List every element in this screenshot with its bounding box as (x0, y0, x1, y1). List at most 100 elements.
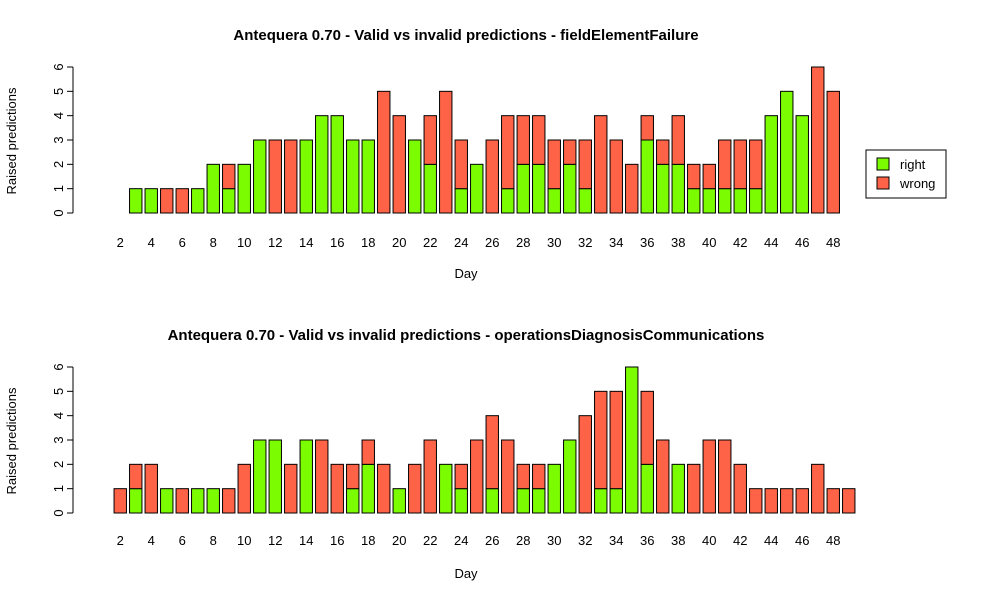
chart-title: Antequera 0.70 - Valid vs invalid predic… (168, 327, 765, 344)
bar-wrong-day-47 (811, 463, 825, 514)
bar-wrong-day-48 (826, 488, 840, 514)
x-tick-label: 42 (733, 235, 747, 250)
bar-wrong-day-24 (454, 139, 468, 190)
x-tick-label: 14 (299, 235, 313, 250)
bar-wrong-day-38 (671, 115, 685, 165)
bar-right-day-15 (315, 115, 329, 214)
bar-right-day-18 (361, 463, 375, 514)
x-axis: 2 4 6 8 10 12 14 16 18 20 22 24 26 28 30 32 34 36 38 40 42 44… (117, 533, 841, 548)
bar-right-day-32 (578, 188, 592, 214)
x-tick-label: 8 (210, 235, 217, 250)
y-axis-label: Raised predictions (4, 387, 19, 494)
x-tick-label: 8 (210, 533, 217, 548)
x-tick-label: 24 (454, 533, 468, 548)
bar-right-day-28 (516, 163, 530, 214)
bar-right-day-31 (563, 163, 577, 214)
bar-wrong-day-41 (718, 139, 732, 190)
bar-right-day-29 (532, 163, 546, 214)
bar-right-day-17 (346, 139, 360, 214)
bar-right-day-44 (764, 115, 778, 214)
x-tick-label: 26 (485, 533, 499, 548)
x-tick-label: 48 (826, 235, 840, 250)
bar-wrong-day-16 (330, 463, 344, 514)
bar-right-day-28 (516, 488, 530, 514)
bar-wrong-day-24 (454, 463, 468, 490)
bar-right-day-16 (330, 115, 344, 214)
x-tick-label: 38 (671, 533, 685, 548)
bar-wrong-day-13 (284, 139, 298, 214)
bar-right-day-31 (563, 439, 577, 514)
bar-right-day-3 (129, 488, 143, 514)
chart-title: Antequera 0.70 - Valid vs invalid predic… (233, 27, 698, 44)
x-tick-label: 38 (671, 235, 685, 250)
bar-wrong-day-4 (144, 463, 158, 514)
y-tick-label: 2 (51, 161, 66, 168)
x-tick-label: 14 (299, 533, 313, 548)
bar-wrong-day-29 (532, 115, 546, 165)
legend-label-wrong: wrong (899, 176, 935, 191)
y-tick-label: 2 (51, 461, 66, 468)
bar-right-day-40 (702, 188, 716, 214)
bar-right-day-9 (222, 188, 236, 214)
x-tick-label: 20 (392, 533, 406, 548)
chart-panel-operations-diagnosis-communications: Antequera 0.70 - Valid vs invalid predic… (4, 327, 856, 581)
bar-right-day-33 (594, 488, 608, 514)
bar-right-day-23 (439, 463, 453, 514)
bar-wrong-day-39 (687, 163, 701, 190)
bar-wrong-day-23 (439, 90, 453, 214)
x-tick-label: 4 (148, 235, 155, 250)
x-tick-label: 16 (330, 533, 344, 548)
x-axis-label: Day (454, 566, 478, 581)
bar-right-day-10 (237, 163, 251, 214)
x-tick-label: 18 (361, 533, 375, 548)
y-axis: 0 1 2 3 4 5 6 (51, 363, 74, 517)
bar-wrong-day-42 (733, 139, 747, 190)
x-tick-label: 36 (640, 533, 654, 548)
bar-wrong-day-18 (361, 439, 375, 465)
bar-wrong-day-42 (733, 463, 747, 514)
bar-group (113, 366, 856, 514)
bar-wrong-day-28 (516, 463, 530, 490)
bar-right-day-30 (547, 188, 561, 214)
y-tick-label: 1 (51, 185, 66, 192)
x-axis-label: Day (454, 266, 478, 281)
bar-right-day-26 (485, 488, 499, 514)
bar-wrong-day-35 (625, 163, 639, 214)
x-tick-label: 18 (361, 235, 375, 250)
bar-right-day-4 (144, 188, 158, 214)
y-axis: 0 1 2 3 4 5 6 (51, 63, 74, 217)
bar-wrong-day-34 (609, 139, 623, 214)
bar-right-day-8 (206, 488, 220, 514)
x-tick-label: 46 (795, 533, 809, 548)
bar-right-day-24 (454, 188, 468, 214)
bar-right-day-30 (547, 463, 561, 514)
x-tick-label: 22 (423, 235, 437, 250)
x-tick-label: 48 (826, 533, 840, 548)
bar-right-day-25 (470, 163, 484, 214)
bar-wrong-day-13 (284, 463, 298, 514)
bar-right-day-24 (454, 488, 468, 514)
bar-wrong-day-37 (656, 439, 670, 514)
bar-wrong-day-12 (268, 139, 282, 214)
bar-wrong-day-34 (609, 390, 623, 490)
legend: right wrong (865, 149, 947, 199)
bar-wrong-day-21 (408, 463, 422, 514)
bar-right-day-14 (299, 139, 313, 214)
legend-label-right: right (900, 157, 926, 172)
bar-right-day-38 (671, 463, 685, 514)
bar-wrong-day-43 (749, 139, 763, 190)
x-tick-label: 44 (764, 235, 778, 250)
x-tick-label: 12 (268, 235, 282, 250)
bar-wrong-day-41 (718, 439, 732, 514)
x-tick-label: 46 (795, 235, 809, 250)
bar-wrong-day-2 (113, 488, 127, 514)
bar-wrong-day-26 (485, 415, 499, 490)
bar-wrong-day-44 (764, 488, 778, 514)
bar-wrong-day-36 (640, 390, 654, 465)
bar-wrong-day-9 (222, 163, 236, 190)
x-tick-label: 10 (237, 235, 251, 250)
x-tick-label: 28 (516, 235, 530, 250)
x-tick-label: 42 (733, 533, 747, 548)
bar-right-day-46 (795, 115, 809, 214)
x-tick-label: 32 (578, 235, 592, 250)
